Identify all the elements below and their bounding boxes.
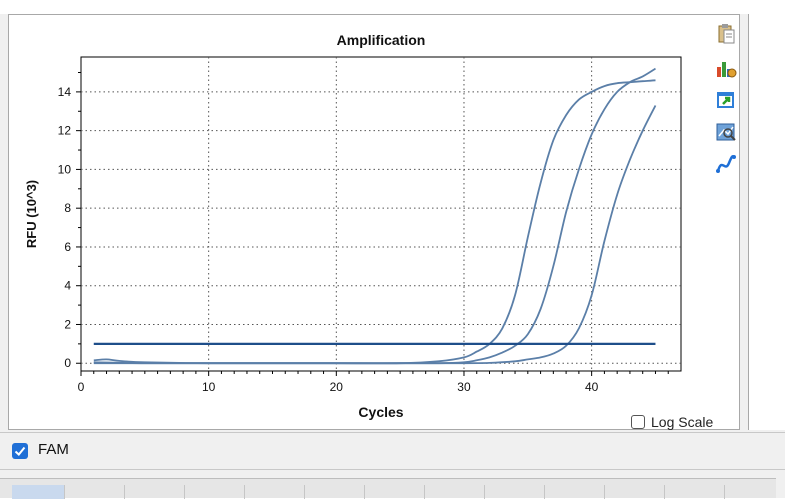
fluorophore-row: FAM bbox=[0, 432, 785, 470]
well-tab-divider bbox=[124, 485, 125, 499]
well-tab-divider bbox=[184, 485, 185, 499]
log-scale-label: Log Scale bbox=[651, 414, 714, 430]
well-tab-divider bbox=[304, 485, 305, 499]
well-tab-selected[interactable] bbox=[12, 485, 64, 499]
x-tick-label: 20 bbox=[330, 380, 344, 394]
y-tick-label: 12 bbox=[58, 124, 72, 138]
checkmark-icon bbox=[14, 446, 26, 456]
window-top-edge bbox=[0, 0, 785, 14]
log-scale-box[interactable] bbox=[631, 415, 645, 429]
x-tick-label: 40 bbox=[585, 380, 599, 394]
panel-splitter[interactable] bbox=[740, 14, 748, 430]
bar-chart-settings-icon[interactable] bbox=[715, 57, 737, 79]
y-tick-label: 4 bbox=[64, 279, 71, 293]
amplification-chart-panel: 0 2 4 6 8 10 12 14 0 10 20 30 40 Amplification Cycles R… bbox=[8, 14, 740, 430]
well-tab-divider bbox=[604, 485, 605, 499]
well-tab-divider bbox=[364, 485, 365, 499]
y-tick-label: 0 bbox=[64, 356, 71, 370]
well-tab-divider bbox=[664, 485, 665, 499]
well-tab-divider bbox=[544, 485, 545, 499]
x-axis-label: Cycles bbox=[358, 404, 403, 420]
well-tab-divider bbox=[724, 485, 725, 499]
curve-fit-icon[interactable] bbox=[715, 153, 737, 175]
y-tick-label: 8 bbox=[64, 201, 71, 215]
x-tick-label: 0 bbox=[78, 380, 85, 394]
amplification-chart[interactable]: 0 2 4 6 8 10 12 14 0 10 20 30 40 Amplification Cycles R… bbox=[9, 15, 739, 429]
log-scale-checkbox[interactable]: Log Scale bbox=[631, 412, 713, 432]
x-tick-label: 10 bbox=[202, 380, 216, 394]
side-panel bbox=[748, 14, 785, 430]
plot-area bbox=[80, 56, 682, 372]
y-tick-label: 2 bbox=[64, 317, 71, 331]
well-tab-divider bbox=[244, 485, 245, 499]
clipboard-icon[interactable] bbox=[715, 23, 737, 45]
y-axis-label: RFU (10^3) bbox=[24, 180, 39, 248]
zoom-chart-icon[interactable] bbox=[715, 121, 737, 143]
well-tab-divider bbox=[484, 485, 485, 499]
y-tick-label: 10 bbox=[58, 162, 72, 176]
well-tab-divider bbox=[64, 485, 65, 499]
amplification-curve-3 bbox=[93, 105, 657, 365]
fam-label: FAM bbox=[38, 441, 69, 458]
y-tick-label: 14 bbox=[58, 85, 72, 99]
y-tick-label: 6 bbox=[64, 240, 71, 254]
x-tick-label: 30 bbox=[457, 380, 471, 394]
fam-checkbox[interactable] bbox=[12, 443, 28, 459]
chart-title: Amplification bbox=[337, 32, 426, 48]
well-tab-divider bbox=[424, 485, 425, 499]
export-icon[interactable] bbox=[715, 89, 737, 111]
well-selector-strip[interactable] bbox=[0, 478, 776, 499]
